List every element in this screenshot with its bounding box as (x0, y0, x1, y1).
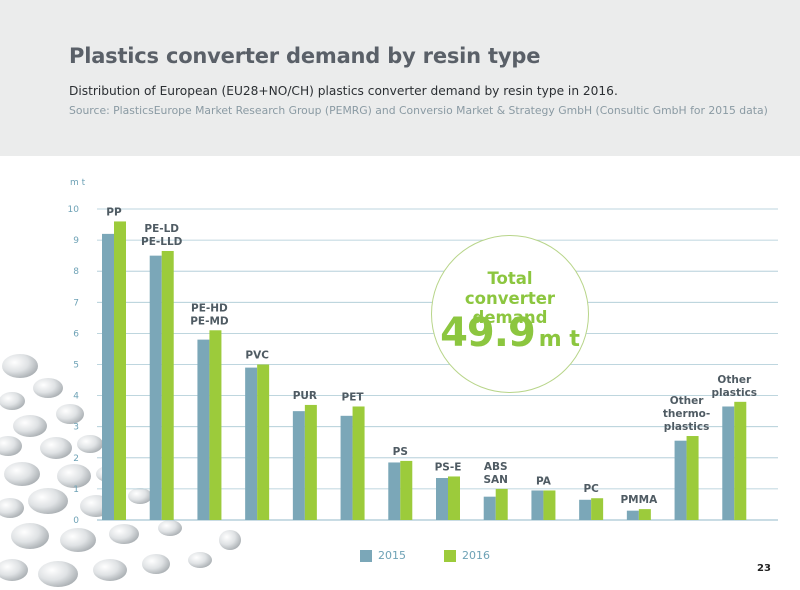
bar-chart: m t 0 1 2 3 4 5 6 7 8 9 10 PP PE-LD PE-LLD PE-HD PE-MD… (68, 178, 778, 526)
bar-2016 (686, 436, 699, 520)
bar-2016 (209, 330, 222, 520)
legend-swatch-2015 (360, 549, 372, 562)
bar-2015 (579, 499, 592, 520)
bar-2015 (388, 462, 401, 520)
bar-2016 (400, 460, 413, 520)
page-title: Plastics converter demand by resin type (69, 44, 541, 68)
bar-2016 (543, 490, 556, 520)
category-label: ABS SAN (483, 461, 507, 486)
category-label: PP (106, 206, 122, 218)
y-axis-label: m t (70, 178, 86, 188)
y-tick-label: 2 (73, 454, 79, 464)
bar-2015 (340, 415, 353, 520)
bar-2015 (531, 490, 544, 520)
y-tick-label: 10 (68, 205, 80, 215)
y-tick-label: 0 (73, 516, 79, 526)
category-label: PVC (245, 350, 269, 362)
bar-2016 (495, 488, 508, 520)
y-tick-label: 8 (73, 267, 79, 277)
bar-2015 (245, 367, 258, 520)
total-demand-callout: Total converter demand 49.9 m t (431, 235, 589, 393)
bar-2015 (197, 339, 210, 520)
y-tick-label: 6 (73, 329, 79, 339)
y-tick-label: 4 (73, 392, 79, 402)
total-label-line1: Total (487, 269, 533, 288)
category-label: PA (536, 475, 552, 487)
bar-2015 (674, 440, 687, 520)
total-label-line2: converter demand (464, 289, 556, 327)
bar-2016 (114, 221, 126, 520)
category-label: PS (393, 446, 408, 458)
total-value: 49.9 (440, 310, 536, 356)
y-tick-label: 1 (73, 485, 79, 495)
y-tick-label: 3 (73, 423, 79, 433)
category-label: PET (342, 391, 365, 403)
category-label: PS-E (435, 461, 462, 473)
page-number: 23 (757, 563, 771, 574)
bar-2016 (591, 498, 604, 520)
category-label: PUR (293, 390, 317, 402)
bar-2016 (638, 509, 651, 520)
category-label: PMMA (620, 494, 658, 506)
bar-2016 (448, 476, 460, 520)
y-tick-label: 9 (73, 236, 79, 246)
y-tick-label: 5 (73, 361, 79, 371)
bar-2016 (304, 404, 317, 520)
category-label: PE-LD PE-LLD (141, 223, 183, 248)
source-note: Source: PlasticsEurope Market Research G… (69, 104, 768, 117)
bar-2016 (161, 250, 174, 521)
bar-2015 (626, 510, 639, 520)
bar-2015 (436, 478, 448, 520)
legend-swatch-2016 (444, 549, 456, 562)
y-tick-label: 7 (73, 298, 79, 308)
chart-legend: 2015 2016 (360, 549, 490, 562)
bar-2015 (483, 496, 496, 520)
header-band: Plastics converter demand by resin type … (0, 0, 800, 156)
total-unit: m t (538, 327, 580, 352)
bar-2015 (292, 411, 305, 520)
legend-item-2016: 2016 (444, 549, 490, 562)
bar-2015 (722, 406, 735, 520)
bar-2016 (734, 401, 747, 520)
total-value-row: 49.9 m t (432, 310, 588, 356)
category-label: Other thermo-plastics (663, 395, 710, 433)
category-label: PE-HD PE-MD (190, 302, 229, 327)
bar-2016 (257, 364, 270, 520)
category-label: PC (583, 483, 599, 495)
bar-2015 (149, 255, 162, 520)
page-subtitle: Distribution of European (EU28+NO/CH) pl… (69, 84, 618, 98)
legend-label-2016: 2016 (462, 549, 490, 562)
legend-label-2015: 2015 (378, 549, 406, 562)
bar-2016 (352, 406, 365, 520)
plastic-pellets-image (0, 354, 241, 587)
bar-2015 (102, 233, 114, 520)
legend-item-2015: 2015 (360, 549, 406, 562)
category-label: Other plastics (712, 374, 758, 399)
